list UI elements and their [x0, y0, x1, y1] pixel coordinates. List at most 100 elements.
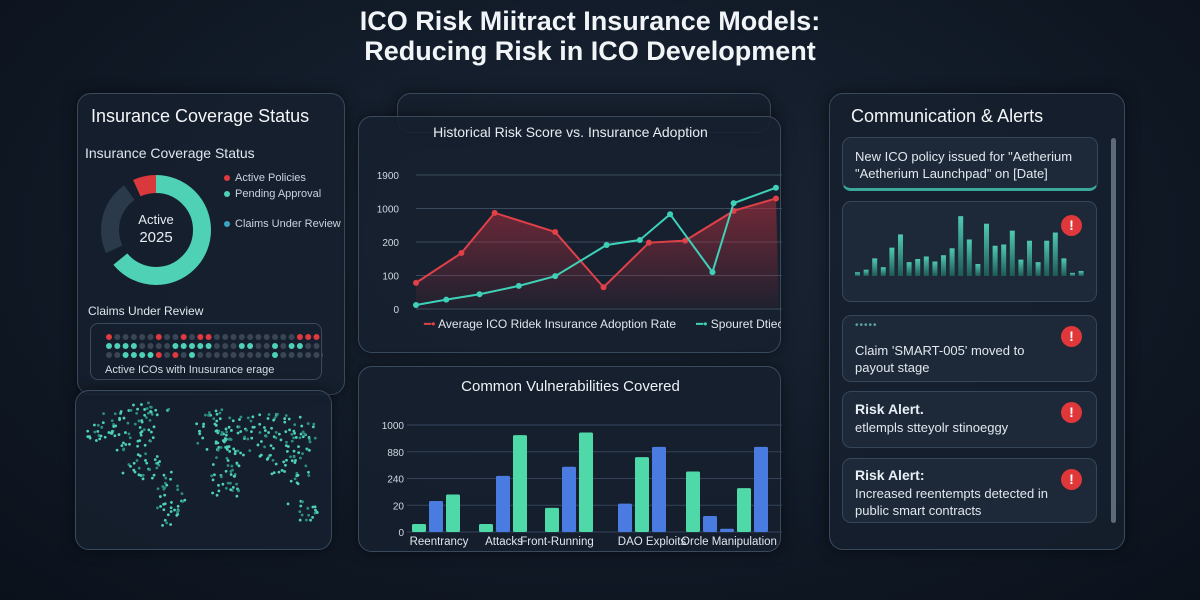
map-dot [231, 468, 234, 472]
map-dot [250, 430, 253, 434]
map-dot [219, 446, 223, 449]
data-point [491, 209, 498, 216]
claims-dot [296, 352, 303, 358]
map-dot [135, 459, 139, 462]
map-dot [120, 444, 124, 448]
activity-bar [1061, 258, 1067, 276]
data-point [476, 291, 483, 298]
map-dot [196, 441, 200, 445]
bar [686, 471, 700, 532]
map-dot [169, 523, 172, 526]
y-tick-label: 20 [393, 501, 405, 512]
claims-dot [147, 352, 154, 358]
claims-dot [180, 343, 187, 349]
map-dot [129, 408, 133, 412]
map-dot [306, 506, 310, 510]
map-dot [144, 459, 147, 462]
map-dot [100, 425, 104, 429]
activity-bar [1035, 262, 1041, 276]
map-dot [233, 452, 237, 456]
map-dot [292, 429, 296, 433]
claims-dot [164, 352, 171, 358]
claims-dot [247, 343, 254, 349]
map-dot [290, 439, 294, 443]
map-dot [214, 409, 218, 413]
map-dot [301, 430, 305, 434]
map-dot [309, 518, 312, 522]
map-dot [215, 429, 219, 433]
bar [429, 500, 443, 532]
alert-heading: Risk Alert. [855, 401, 924, 417]
map-dot [161, 485, 165, 488]
map-dot [301, 452, 304, 455]
alert-card-risk-2[interactable]: ! Risk Alert: Increased reentempts detec… [842, 458, 1097, 523]
map-dot [280, 468, 284, 472]
map-dot [303, 432, 307, 436]
claims-dot [180, 334, 187, 340]
map-dot [164, 481, 167, 485]
map-dot [158, 460, 161, 463]
x-tick-label: Attacks [485, 536, 523, 548]
map-dot [176, 488, 180, 492]
claims-dot [106, 334, 112, 340]
data-point [515, 282, 522, 289]
bar [513, 435, 527, 532]
map-dot [102, 412, 105, 416]
activity-bar [966, 239, 972, 276]
bar [720, 528, 734, 532]
map-dot [295, 474, 299, 478]
coverage-panel: Insurance Coverage Status Insurance Cove… [77, 93, 345, 395]
x-tick-label: Orcle Manipulation [681, 536, 777, 548]
alert-card-activity[interactable]: ! [842, 201, 1097, 302]
map-dot [222, 440, 226, 444]
map-dot [231, 419, 235, 423]
map-dot [258, 422, 262, 426]
map-dot [173, 508, 176, 512]
bar [754, 446, 768, 532]
claims-dot [230, 334, 237, 340]
claims-dot [230, 343, 237, 349]
alert-icon: ! [1061, 215, 1082, 236]
map-dot [169, 470, 173, 474]
map-dot [227, 437, 231, 441]
map-dot [236, 449, 240, 453]
data-point [600, 284, 607, 291]
alert-card-policy[interactable]: New ICO policy issued for "Aetherium "Ae… [842, 137, 1098, 191]
map-dot [163, 486, 167, 490]
map-dot [156, 487, 160, 491]
map-dot [237, 464, 241, 468]
map-dot [99, 434, 103, 438]
claims-dots [106, 334, 323, 358]
claims-dot [122, 334, 129, 340]
activity-bar [975, 264, 981, 276]
claims-dot [172, 343, 179, 349]
alert-card-risk-1[interactable]: ! Risk Alert. etlempls stteyolr stinoegg… [842, 391, 1097, 448]
alerts-scrollbar[interactable] [1111, 138, 1116, 523]
claims-dot [238, 352, 245, 358]
map-dot [239, 415, 243, 419]
legend-label: Average ICO Ridek Insurance Adoption Rat… [438, 317, 677, 331]
y-tick-label: 100 [382, 272, 399, 283]
alert-card-claim[interactable]: ••••• ! Claim 'SMART-005' moved to payou… [842, 315, 1097, 382]
map-dot [229, 481, 232, 485]
line-chart-title: Historical Risk Score vs. Insurance Adop… [433, 124, 708, 140]
map-dot [314, 508, 317, 512]
map-dot [307, 513, 310, 517]
claims-dot [247, 334, 254, 340]
claims-dot [272, 352, 278, 358]
bar [579, 432, 593, 532]
map-dot [133, 470, 137, 474]
map-dot [224, 427, 228, 431]
map-dot [218, 417, 222, 421]
map-dot [209, 413, 213, 417]
map-dot [202, 425, 205, 428]
bar [562, 466, 576, 532]
activity-bar [880, 267, 886, 276]
map-dot [279, 438, 283, 442]
claims-dot [164, 343, 171, 349]
map-dot [164, 476, 168, 480]
map-dot [286, 450, 289, 453]
activity-bar [1027, 240, 1032, 276]
map-dot [170, 501, 173, 504]
claims-dot [106, 352, 112, 358]
